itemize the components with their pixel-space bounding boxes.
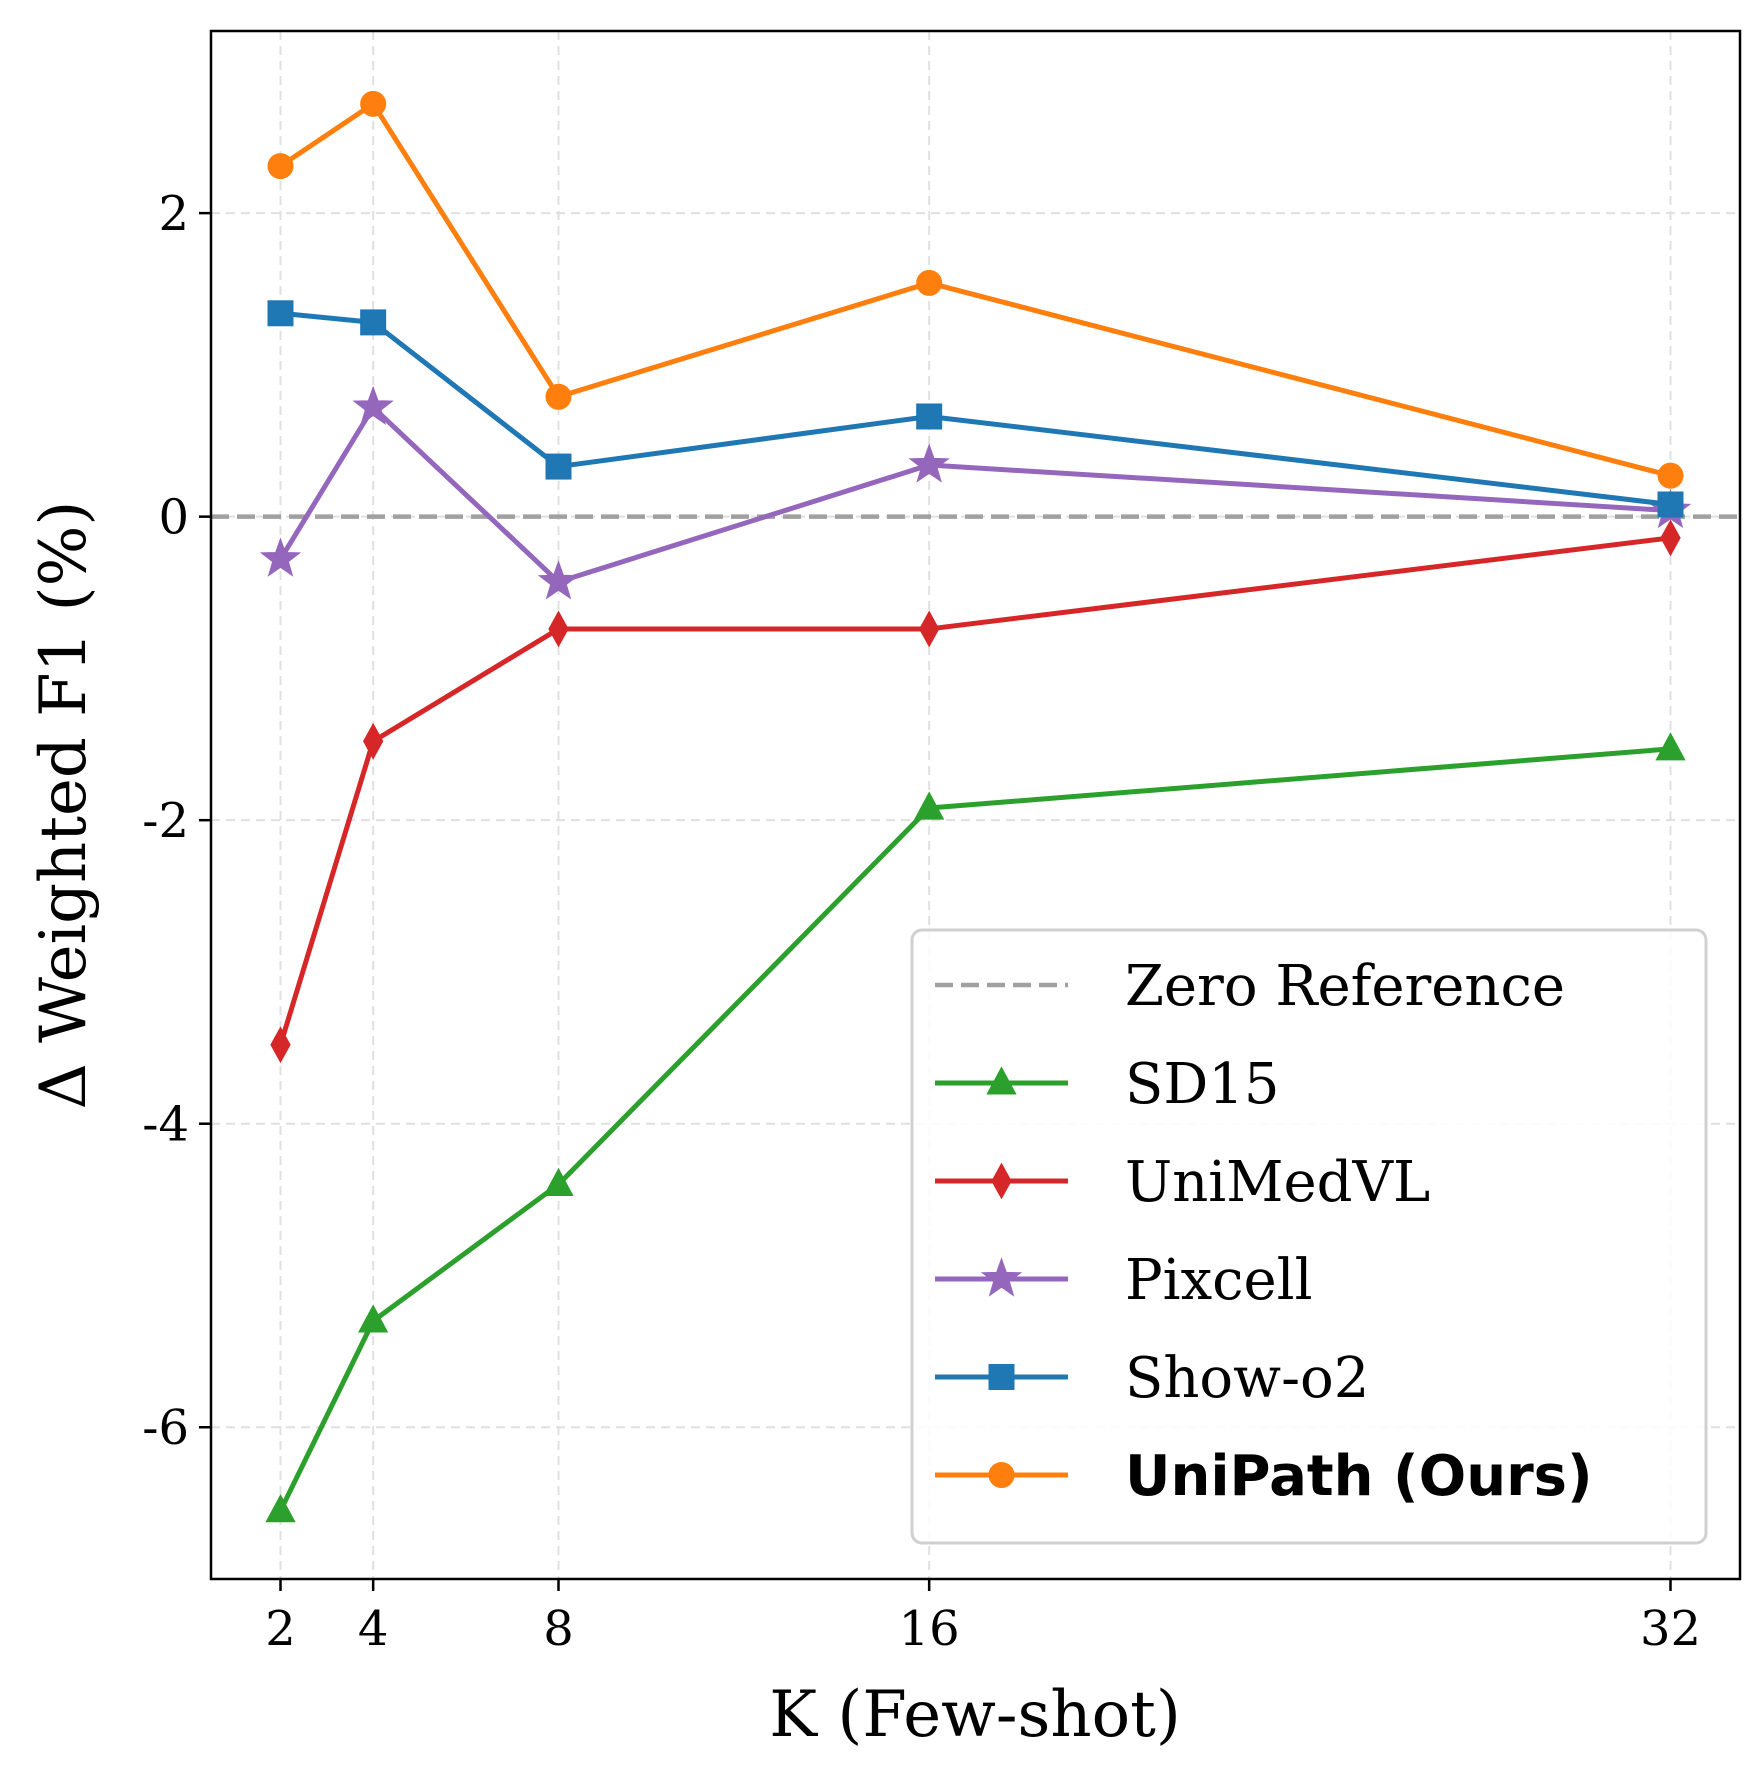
- data-point-pixcell: [352, 385, 394, 425]
- legend-label: UniPath (Ours): [1125, 1444, 1593, 1509]
- data-point-unimedvl: [270, 1026, 291, 1064]
- legend-box: [910, 928, 1708, 1545]
- legend-marker: [991, 1162, 1012, 1200]
- data-point-pixcell: [259, 537, 302, 577]
- x-axis-title: K (Few-shot): [769, 1678, 1181, 1752]
- data-point-show-o2: [1657, 491, 1684, 518]
- y-tick-label: 2: [158, 186, 189, 242]
- x-tick-label: 32: [1640, 1601, 1701, 1657]
- legend-label: Zero Reference: [1125, 954, 1565, 1019]
- legend-item-unipath-ours: UniPath (Ours): [935, 1444, 1593, 1509]
- legend: Zero Reference SD15 UniMedVL Pixcell Show-o2…: [910, 928, 1708, 1545]
- legend-item-unimedvl: UniMedVL: [935, 1150, 1430, 1215]
- data-point-unimedvl: [1660, 519, 1681, 557]
- series-line-show-o2: [280, 310, 1671, 507]
- legend-marker: [988, 1364, 1015, 1390]
- data-point-unipath-ours: [267, 153, 294, 180]
- y-tick-label: -2: [142, 793, 189, 849]
- legend-item-zero-reference: Zero Reference: [935, 954, 1565, 1019]
- series-pixcell: [259, 385, 1692, 600]
- series-show-o2: [267, 300, 1684, 518]
- data-point-unimedvl: [362, 722, 384, 760]
- data-point-unipath-ours: [360, 90, 387, 117]
- series-layer: [259, 90, 1692, 1523]
- series-unimedvl: [270, 519, 1681, 1064]
- legend-label: UniMedVL: [1125, 1150, 1430, 1215]
- data-point-unimedvl: [918, 610, 940, 648]
- legend-marker: [980, 1257, 1023, 1297]
- x-tick-label: 16: [899, 1601, 960, 1657]
- y-axis-title: Δ Weighted F1 (%): [27, 501, 101, 1110]
- x-tick-label: 4: [358, 1601, 389, 1657]
- data-point-pixcell: [908, 443, 950, 483]
- legend-marker: [986, 1066, 1017, 1095]
- series-line-pixcell: [278, 404, 1671, 585]
- data-point-sd15: [543, 1167, 574, 1196]
- data-point-sd15: [914, 791, 945, 820]
- data-point-show-o2: [916, 403, 943, 430]
- legend-marker: [988, 1462, 1015, 1488]
- legend-item-show-o2: Show-o2: [935, 1346, 1369, 1411]
- data-point-unipath-ours: [916, 269, 943, 296]
- legend-label: SD15: [1125, 1052, 1280, 1117]
- x-tick-label: 2: [265, 1601, 296, 1657]
- y-tick-label: -6: [142, 1400, 189, 1456]
- legend-item-sd15: SD15: [935, 1052, 1280, 1117]
- data-point-show-o2: [545, 453, 572, 480]
- tick-layer: 2 4 8 16 32 2 0 -2 -4 -6: [142, 186, 1701, 1657]
- legend-label: Show-o2: [1125, 1346, 1369, 1411]
- data-point-show-o2: [360, 309, 387, 336]
- plot-frame: [209, 29, 1742, 1581]
- series-sd15: [265, 732, 1686, 1523]
- data-point-sd15: [358, 1304, 389, 1333]
- data-point-unipath-ours: [1657, 462, 1684, 489]
- data-point-sd15: [1655, 732, 1686, 761]
- x-tick-label: 8: [543, 1601, 574, 1657]
- data-point-pixcell: [537, 560, 580, 600]
- data-point-unimedvl: [548, 610, 569, 648]
- data-point-show-o2: [267, 300, 294, 327]
- y-tick-label: 0: [158, 490, 189, 546]
- data-point-unipath-ours: [545, 383, 572, 410]
- y-tick-label: -4: [142, 1097, 189, 1153]
- series-unipath-ours: [267, 90, 1684, 489]
- legend-item-pixcell: Pixcell: [935, 1248, 1313, 1313]
- data-point-sd15: [265, 1494, 296, 1523]
- legend-label: Pixcell: [1125, 1248, 1313, 1313]
